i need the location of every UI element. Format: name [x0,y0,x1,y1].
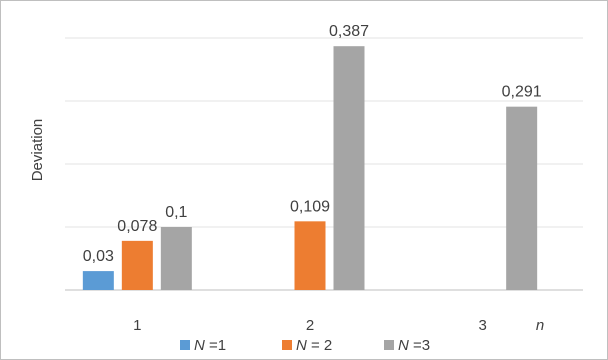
gridlines [65,37,583,291]
x-tick-label: 2 [306,317,314,334]
data-label: 0,078 [117,218,157,235]
bars [82,46,538,290]
bar [294,221,326,290]
x-tick-label: 1 [133,317,141,334]
legend-swatch [282,340,292,350]
data-label: 0,291 [502,84,542,101]
bar [333,46,365,290]
legend: N =1 N = 2 N =3 [180,337,430,354]
x-tick-label: 3 [478,317,486,334]
bar [506,106,538,290]
bar [121,240,153,290]
data-labels: 0,030,078 0,1 0,109 0,387 0,291 [83,23,542,265]
x-axis-suffix-label: n [536,317,544,334]
data-label: 0,387 [329,23,369,40]
data-label: 0,03 [83,248,114,265]
legend-label: N = 2 [296,337,332,354]
data-label: 0,1 [165,204,187,221]
bar [82,271,114,290]
x-tick-labels: 1 2 3 [133,317,487,334]
data-label: 0,109 [290,198,330,215]
y-axis-title: Deviation [29,119,46,182]
legend-label: N =1 [194,337,226,354]
bar [160,227,192,290]
legend-swatch [384,340,394,350]
legend-label: N =3 [398,337,430,354]
legend-swatch [180,340,190,350]
